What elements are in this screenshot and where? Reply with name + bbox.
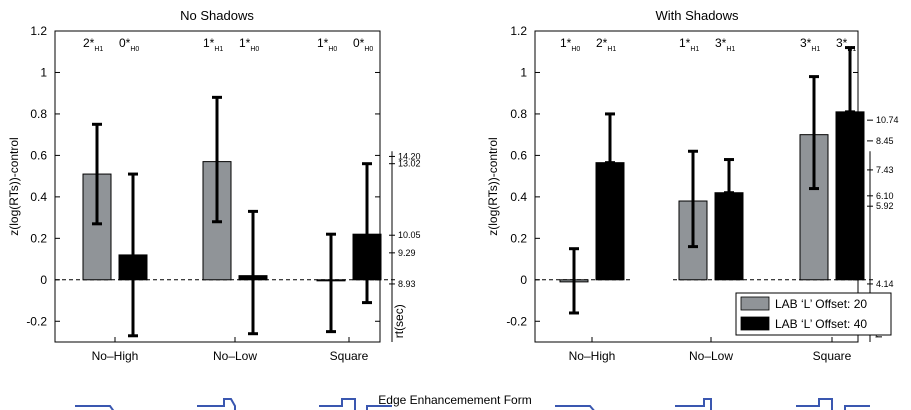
significance-annotation: 0*H0 — [119, 36, 139, 53]
edge-profile-icon — [796, 398, 870, 410]
y-tick-label: 1 — [520, 65, 527, 79]
significance-annotation: 1*H0 — [239, 36, 259, 53]
rt-tick-label: 10.05 — [398, 230, 421, 240]
edge-profile-icon — [75, 405, 115, 410]
legend-swatch-offset-40 — [740, 316, 770, 331]
rt-tick-label: 14.20 — [398, 151, 421, 161]
significance-annotation: 1*H0 — [317, 36, 337, 53]
y-tick-label: 0.8 — [30, 107, 47, 121]
significance-annotation: 1*H1 — [679, 36, 699, 53]
y-tick-label: 0.6 — [510, 148, 527, 162]
y-tick-label: 0 — [40, 273, 47, 287]
rt-tick-label: 5.92 — [876, 201, 894, 211]
x-tick-label: No–Low — [213, 349, 257, 363]
edge-profile-icon — [197, 398, 236, 410]
significance-annotation: 2*H1 — [596, 36, 616, 53]
bar-nohigh-s1 — [595, 162, 625, 281]
y-axis-label: z(log(RTs))-control — [486, 137, 500, 235]
significance-annotation: 0*H0 — [353, 36, 373, 53]
significance-annotation: 3*H1 — [715, 36, 735, 53]
legend-label-offset-20: LAB ‘L’ Offset: 20 — [775, 297, 867, 311]
rt-axis-label: rt(sec) — [392, 304, 406, 338]
y-tick-label: 0.2 — [510, 231, 527, 245]
panel-no-shadows: No Shadows -0.2 0 0.2 0.4 0.6 0.8 1 1.2 z(log(RTs… — [7, 8, 421, 363]
y-tick-label: 1.2 — [510, 24, 527, 38]
x-tick-label: No–High — [569, 349, 616, 363]
x-tick-label: No–Low — [689, 349, 733, 363]
y-tick-label: 1.2 — [30, 24, 47, 38]
panel-title: With Shadows — [655, 8, 739, 23]
rt-tick-label: 4.14 — [876, 279, 894, 289]
x-tick-label: Square — [813, 349, 852, 363]
edge-profile-icon — [675, 398, 712, 410]
y-axis-label: z(log(RTs))-control — [7, 137, 21, 235]
y-tick-label: 0.6 — [30, 148, 47, 162]
y-tick-label: 0.4 — [510, 190, 527, 204]
y-tick-label: 0 — [520, 273, 527, 287]
y-tick-label: -0.2 — [26, 314, 47, 328]
rt-tick-label: 10.74 — [876, 115, 899, 125]
rt-tick-label: 7.43 — [876, 165, 894, 175]
significance-annotation: 3*H1 — [800, 36, 820, 53]
rt-tick-label: 8.45 — [876, 136, 894, 146]
rt-tick-label: 13.02 — [398, 159, 421, 169]
edge-profile-icon — [555, 405, 595, 410]
x-tick-label: Square — [330, 349, 369, 363]
x-tick-label: No–High — [92, 349, 139, 363]
panel-with-shadows: With Shadows -0.2 0 0.2 0.4 0.6 0.8 1 1.2 z(log(R… — [486, 8, 899, 363]
axes-box — [54, 30, 381, 343]
significance-annotation: 2*H1 — [83, 36, 103, 53]
significance-annotation: 3*H1 — [836, 36, 856, 53]
legend: LAB ‘L’ Offset: 20 LAB ‘L’ Offset: 40 — [735, 292, 892, 336]
y-tick-label: 0.4 — [30, 190, 47, 204]
y-tick-label: -0.2 — [506, 314, 527, 328]
bar-square-s1 — [835, 111, 865, 281]
rt-tick-label: 9.29 — [398, 248, 416, 258]
significance-annotation: 1*H0 — [560, 36, 580, 53]
edge-profile-icon — [319, 398, 392, 410]
significance-annotation: 1*H1 — [203, 36, 223, 53]
rt-tick-label: 6.10 — [876, 191, 894, 201]
panel-title: No Shadows — [180, 8, 254, 23]
legend-swatch-offset-20 — [740, 296, 770, 311]
legend-label-offset-40: LAB ‘L’ Offset: 40 — [775, 317, 867, 331]
x-axis-label: Edge Enhancemement Form — [378, 393, 531, 407]
y-tick-label: 1 — [40, 65, 47, 79]
bar-nolow-s1 — [714, 192, 744, 281]
y-tick-label: 0.2 — [30, 231, 47, 245]
y-tick-label: 0.8 — [510, 107, 527, 121]
rt-tick-label: 8.93 — [398, 279, 416, 289]
